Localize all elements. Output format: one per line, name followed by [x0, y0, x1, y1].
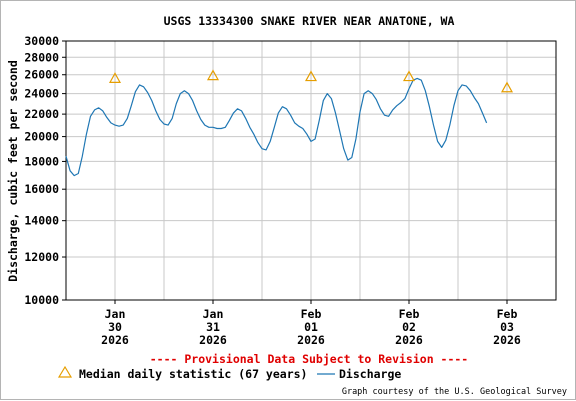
legend-median-label: Median daily statistic (67 years)	[79, 367, 307, 381]
credit-text: Graph courtesy of the U.S. Geological Su…	[342, 387, 567, 397]
grid-lines	[66, 41, 556, 300]
y-axis-label: Discharge, cubic feet per second	[6, 60, 20, 282]
series-layer	[65, 77, 488, 177]
x-tick-label: Feb 02 2026	[395, 307, 423, 347]
y-tick-labels: 10000 12000 14000 16000 18000 20000 22000 24000…	[24, 34, 59, 307]
discharge-line	[65, 77, 488, 177]
y-tick-label: 16000	[24, 182, 59, 196]
y-tick-label: 18000	[24, 154, 59, 168]
legend: Median daily statistic (67 years) Discha…	[57, 365, 401, 381]
y-tick-label: 10000	[24, 293, 59, 307]
median-marker	[108, 72, 122, 83]
median-marker	[206, 69, 220, 81]
x-tick-labels: Jan 30 2026 Jan 31 2026 Feb 01 2026 Feb 02 2026 Feb 0…	[101, 307, 521, 347]
y-tick-label: 22000	[24, 107, 59, 121]
y-tick-label: 24000	[24, 87, 59, 101]
median-marker	[304, 70, 318, 82]
y-tick-label: 12000	[24, 250, 59, 264]
x-tick-label: Feb 01 2026	[297, 307, 325, 347]
y-tick-label: 30000	[24, 34, 59, 48]
chart-title: USGS 13334300 SNAKE RIVER NEAR ANATONE, …	[164, 14, 455, 28]
y-tick-label: 28000	[24, 50, 59, 64]
median-marker	[402, 70, 416, 82]
y-tick-label: 20000	[24, 130, 59, 144]
median-markers	[108, 69, 514, 93]
x-tick-label: Jan 30 2026	[101, 307, 129, 347]
axes	[62, 40, 557, 304]
median-marker	[500, 81, 514, 93]
y-tick-label: 14000	[24, 214, 59, 228]
legend-median-triangle-icon	[57, 365, 73, 378]
legend-discharge-label: Discharge	[339, 367, 401, 381]
y-tick-label: 26000	[24, 68, 59, 82]
x-tick-label: Feb 03 2026	[493, 307, 521, 347]
provisional-notice: ---- Provisional Data Subject to Revisio…	[150, 352, 469, 366]
x-tick-label: Jan 31 2026	[199, 307, 227, 347]
